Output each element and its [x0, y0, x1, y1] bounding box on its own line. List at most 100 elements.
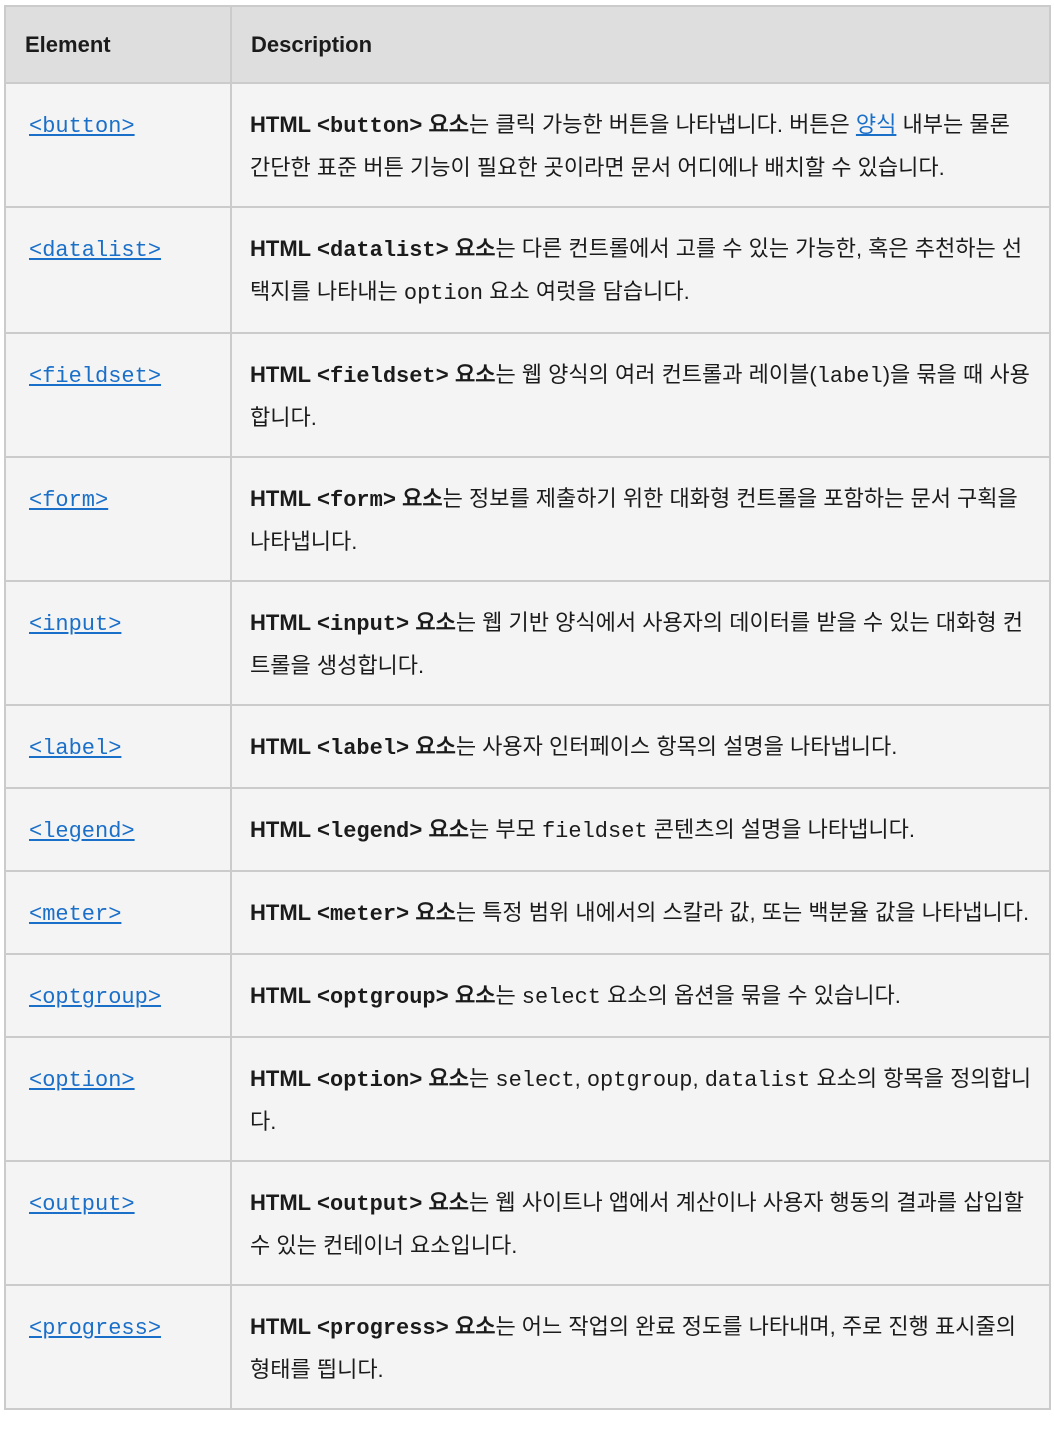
description-cell: HTML <button> 요소는 클릭 가능한 버튼을 나타냅니다. 버튼은 … [230, 82, 1051, 208]
inline-code: option [403, 281, 484, 306]
description-lead-text: 요소 [448, 362, 496, 387]
element-link[interactable]: <datalist> [29, 238, 162, 263]
description-cell: HTML <option> 요소는 select, optgroup, data… [230, 1036, 1051, 1162]
description-tag-name: <progress> [316, 1316, 449, 1341]
description-lead-text: HTML [250, 1066, 317, 1091]
element-link[interactable]: <meter> [29, 902, 122, 927]
table-row: <output> HTML <output> 요소는 웹 사이트나 앱에서 계산이… [4, 1160, 1051, 1286]
column-header-element: Element [4, 5, 232, 84]
description-tag-name: <label> [316, 736, 410, 761]
description-cell: HTML <label> 요소는 사용자 인터페이스 항목의 설명을 나타냅니다… [230, 704, 1051, 789]
description-cell: HTML <progress> 요소는 어느 작업의 완료 정도를 나타내며, … [230, 1284, 1051, 1410]
description-text: 는 웹 양식의 여러 컨트롤과 레이블( [495, 362, 817, 387]
description-text: 는 [495, 983, 522, 1008]
column-header-description: Description [230, 5, 1051, 84]
description-lead-text: HTML [250, 900, 317, 925]
table-row: <optgroup> HTML <optgroup> 요소는 select 요소의… [4, 953, 1051, 1038]
element-cell: <legend> [4, 787, 232, 872]
description-text: )을 묶을 때 사용합니다. [250, 362, 1030, 430]
element-link[interactable]: <button> [29, 114, 135, 139]
description-lead-text: 요소 [422, 1066, 470, 1091]
description-cell: HTML <output> 요소는 웹 사이트나 앱에서 계산이나 사용자 행동… [230, 1160, 1051, 1286]
description-text: 콘텐츠의 설명을 나타냅니다. [647, 817, 915, 842]
description-tag-name: <form> [316, 488, 397, 513]
element-cell: <label> [4, 704, 232, 789]
table-row: <option> HTML <option> 요소는 select, optgro… [4, 1036, 1051, 1162]
description-lead-text: 요소 [448, 983, 496, 1008]
description-text: , [692, 1066, 705, 1091]
description-lead-text: 요소 [422, 112, 470, 137]
description-text: 는 웹 기반 양식에서 사용자의 데이터를 받을 수 있는 대화형 컨트롤을 생… [250, 610, 1023, 678]
description-lead-text: HTML [250, 1314, 317, 1339]
element-link[interactable]: <option> [29, 1068, 135, 1093]
description-text: , [574, 1066, 587, 1091]
element-cell: <progress> [4, 1284, 232, 1410]
element-cell: <option> [4, 1036, 232, 1162]
description-text: 는 다른 컨트롤에서 고를 수 있는 가능한, 혹은 추천하는 선택지를 나타내… [250, 236, 1023, 304]
element-link[interactable]: <fieldset> [29, 364, 162, 389]
description-text: 는 정보를 제출하기 위한 대화형 컨트롤을 포함하는 문서 구획을 나타냅니다… [250, 486, 1018, 554]
description-lead-text: HTML [250, 817, 317, 842]
element-cell: <fieldset> [4, 332, 232, 458]
element-cell: <output> [4, 1160, 232, 1286]
description-text: 는 부모 [469, 817, 542, 842]
description-tag-name: <datalist> [316, 238, 449, 263]
element-link[interactable]: <legend> [29, 819, 135, 844]
description-tag-name: <output> [316, 1192, 423, 1217]
description-lead-text: 요소 [422, 1190, 470, 1215]
description-tag-name: <optgroup> [316, 985, 449, 1010]
description-lead-text: 요소 [409, 900, 456, 925]
description-lead-text: HTML [250, 610, 317, 635]
description-cell: HTML <input> 요소는 웹 기반 양식에서 사용자의 데이터를 받을 … [230, 580, 1051, 706]
description-lead-text: HTML [250, 486, 317, 511]
description-lead-text: HTML [250, 362, 317, 387]
table-header-row: Element Description [4, 5, 1051, 84]
description-cell: HTML <optgroup> 요소는 select 요소의 옵션을 묶을 수 … [230, 953, 1051, 1038]
description-tag-name: <meter> [316, 902, 410, 927]
description-lead-text: 요소 [409, 734, 456, 759]
description-lead-text: 요소 [448, 236, 496, 261]
table-row: <fieldset> HTML <fieldset> 요소는 웹 양식의 여러 컨… [4, 332, 1051, 458]
description-text: 요소의 옵션을 묶을 수 있습니다. [601, 983, 901, 1008]
element-cell: <input> [4, 580, 232, 706]
element-cell: <datalist> [4, 206, 232, 334]
description-lead-text: HTML [250, 236, 317, 261]
description-lead-text: HTML [250, 1190, 317, 1215]
element-link[interactable]: <form> [29, 488, 109, 513]
description-lead-text: HTML [250, 983, 317, 1008]
table-row: <form> HTML <form> 요소는 정보를 제출하기 위한 대화형 컨트… [4, 456, 1051, 582]
description-tag-name: <button> [316, 114, 423, 139]
description-lead-text: HTML [250, 734, 317, 759]
description-text: 요소 여럿을 담습니다. [483, 279, 690, 304]
inline-code: fieldset [541, 819, 648, 844]
description-cell: HTML <fieldset> 요소는 웹 양식의 여러 컨트롤과 레이블(la… [230, 332, 1051, 458]
description-lead-text: 요소 [448, 1314, 496, 1339]
description-cell: HTML <legend> 요소는 부모 fieldset 콘텐츠의 설명을 나… [230, 787, 1051, 872]
element-link[interactable]: <progress> [29, 1316, 162, 1341]
description-text: 는 클릭 가능한 버튼을 나타냅니다. 버튼은 [469, 112, 856, 137]
table-row: <progress> HTML <progress> 요소는 어느 작업의 완료 … [4, 1284, 1051, 1410]
description-cell: HTML <meter> 요소는 특정 범위 내에서의 스칼라 값, 또는 백분… [230, 870, 1051, 955]
element-link[interactable]: <input> [29, 612, 122, 637]
description-text: 는 어느 작업의 완료 정도를 나타내며, 주로 진행 표시줄의 형태를 띕니다… [250, 1314, 1016, 1382]
description-text: 는 웹 사이트나 앱에서 계산이나 사용자 행동의 결과를 삽입할 수 있는 컨… [250, 1190, 1024, 1258]
element-cell: <optgroup> [4, 953, 232, 1038]
inline-code: optgroup [586, 1068, 693, 1093]
description-text: 는 특정 범위 내에서의 스칼라 값, 또는 백분율 값을 나타냅니다. [455, 900, 1030, 925]
description-tag-name: <fieldset> [316, 364, 449, 389]
inline-code: label [816, 364, 883, 389]
description-text: 는 사용자 인터페이스 항목의 설명을 나타냅니다. [455, 734, 898, 759]
inline-code: select [521, 985, 602, 1010]
element-cell: <button> [4, 82, 232, 208]
inline-link[interactable]: 양식 [855, 112, 897, 137]
description-text: 요소의 항목을 정의합니다. [250, 1066, 1032, 1134]
description-cell: HTML <form> 요소는 정보를 제출하기 위한 대화형 컨트롤을 포함하… [230, 456, 1051, 582]
element-link[interactable]: <label> [29, 736, 122, 761]
description-text: 내부는 물론 간단한 표준 버튼 기능이 필요한 곳이라면 문서 어디에나 배치… [250, 112, 1010, 180]
description-lead-text: HTML [250, 112, 317, 137]
element-link[interactable]: <optgroup> [29, 985, 162, 1010]
description-lead-text: 요소 [409, 610, 456, 635]
element-reference-table: Element Description <button> HTML <button… [4, 5, 1051, 1410]
table-row: <label> HTML <label> 요소는 사용자 인터페이스 항목의 설명… [4, 704, 1051, 789]
element-link[interactable]: <output> [29, 1192, 135, 1217]
